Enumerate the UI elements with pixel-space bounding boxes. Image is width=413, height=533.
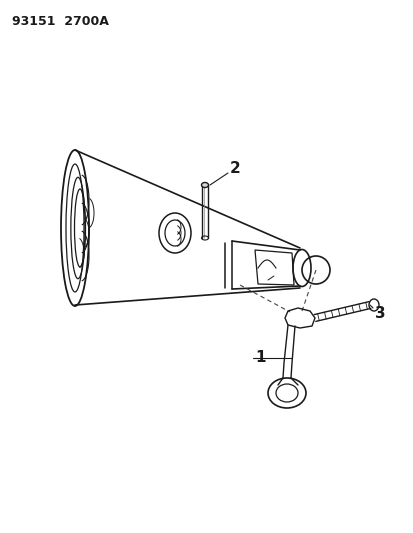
Text: 2: 2 <box>230 160 240 175</box>
Text: 1: 1 <box>254 351 265 366</box>
Text: 3: 3 <box>374 305 385 320</box>
Ellipse shape <box>201 182 208 188</box>
Text: 93151  2700A: 93151 2700A <box>12 15 109 28</box>
